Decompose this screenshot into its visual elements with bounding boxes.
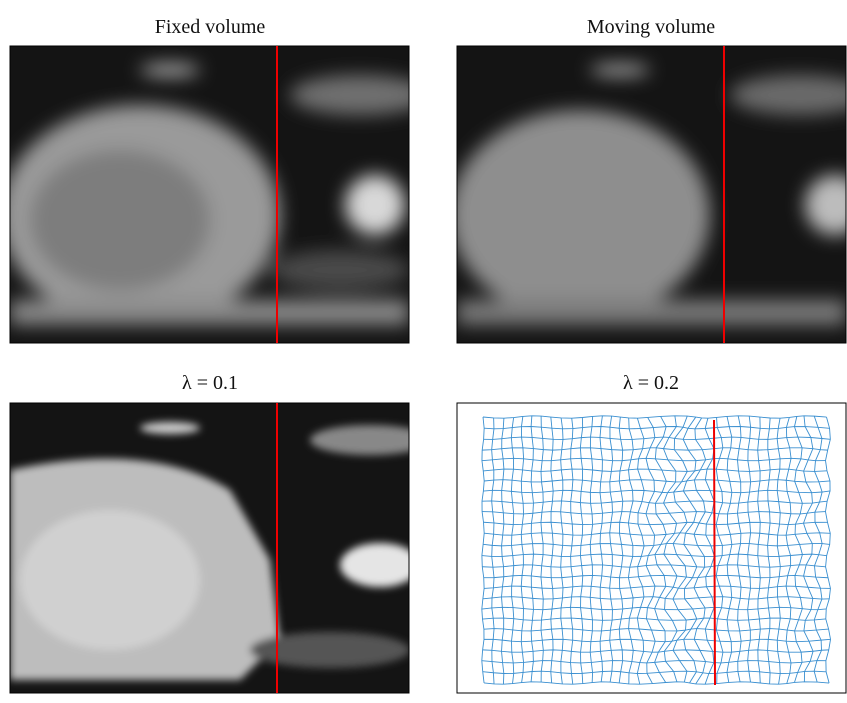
- figure: Fixed volume Moving volume λ = 0.1 λ = 0…: [0, 0, 847, 698]
- panel-title: λ = 0.2: [623, 372, 679, 394]
- panel-title: λ = 0.1: [182, 372, 238, 394]
- panel-title: Moving volume: [587, 16, 715, 38]
- moving-image: [450, 46, 847, 343]
- page: Fixed volume Moving volume λ = 0.1 λ = 0…: [0, 0, 847, 703]
- panel-title: Fixed volume: [155, 16, 266, 38]
- fixed-image: [0, 46, 430, 343]
- reference-line: [714, 420, 715, 685]
- warped-image: [10, 403, 430, 693]
